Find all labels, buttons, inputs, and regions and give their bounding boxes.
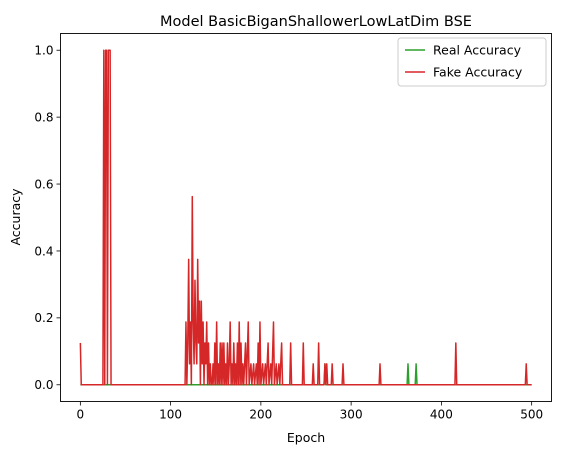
legend-box	[397, 37, 547, 87]
x-tick-label: 400	[430, 408, 453, 422]
y-tick-label: 1.0	[34, 44, 53, 58]
y-tick-label: 0.6	[34, 177, 53, 191]
chart-title: Model BasicBiganShallowerLowLatDim BSE	[160, 14, 472, 30]
y-tick-label: 0.8	[34, 110, 53, 124]
y-tick-label: 0.0	[34, 378, 53, 392]
x-tick-label: 500	[520, 408, 543, 422]
x-axis-label: Epoch	[287, 430, 325, 445]
y-axis-ticks: 0.0 0.2 0.4 0.6 0.8 1.0	[34, 44, 61, 392]
x-axis-ticks: 0 100 200 300 400 500	[77, 401, 543, 422]
y-tick-label: 0.4	[34, 244, 53, 258]
series-line-fake-accuracy	[79, 49, 532, 386]
y-tick-label: 0.2	[34, 311, 53, 325]
x-tick-label: 300	[340, 408, 363, 422]
y-axis-label: Accuracy	[8, 188, 23, 246]
x-tick-label: 100	[159, 408, 182, 422]
series-line-real-accuracy	[80, 363, 532, 386]
x-tick-label: 200	[249, 408, 272, 422]
plot-lines	[79, 49, 532, 386]
legend-label-fake-accuracy: Fake Accuracy	[433, 65, 523, 80]
plot-frame	[60, 33, 552, 402]
legend-label-real-accuracy: Real Accuracy	[433, 43, 522, 58]
legend: Real Accuracy Fake Accuracy	[397, 37, 547, 87]
x-tick-label: 0	[77, 408, 85, 422]
